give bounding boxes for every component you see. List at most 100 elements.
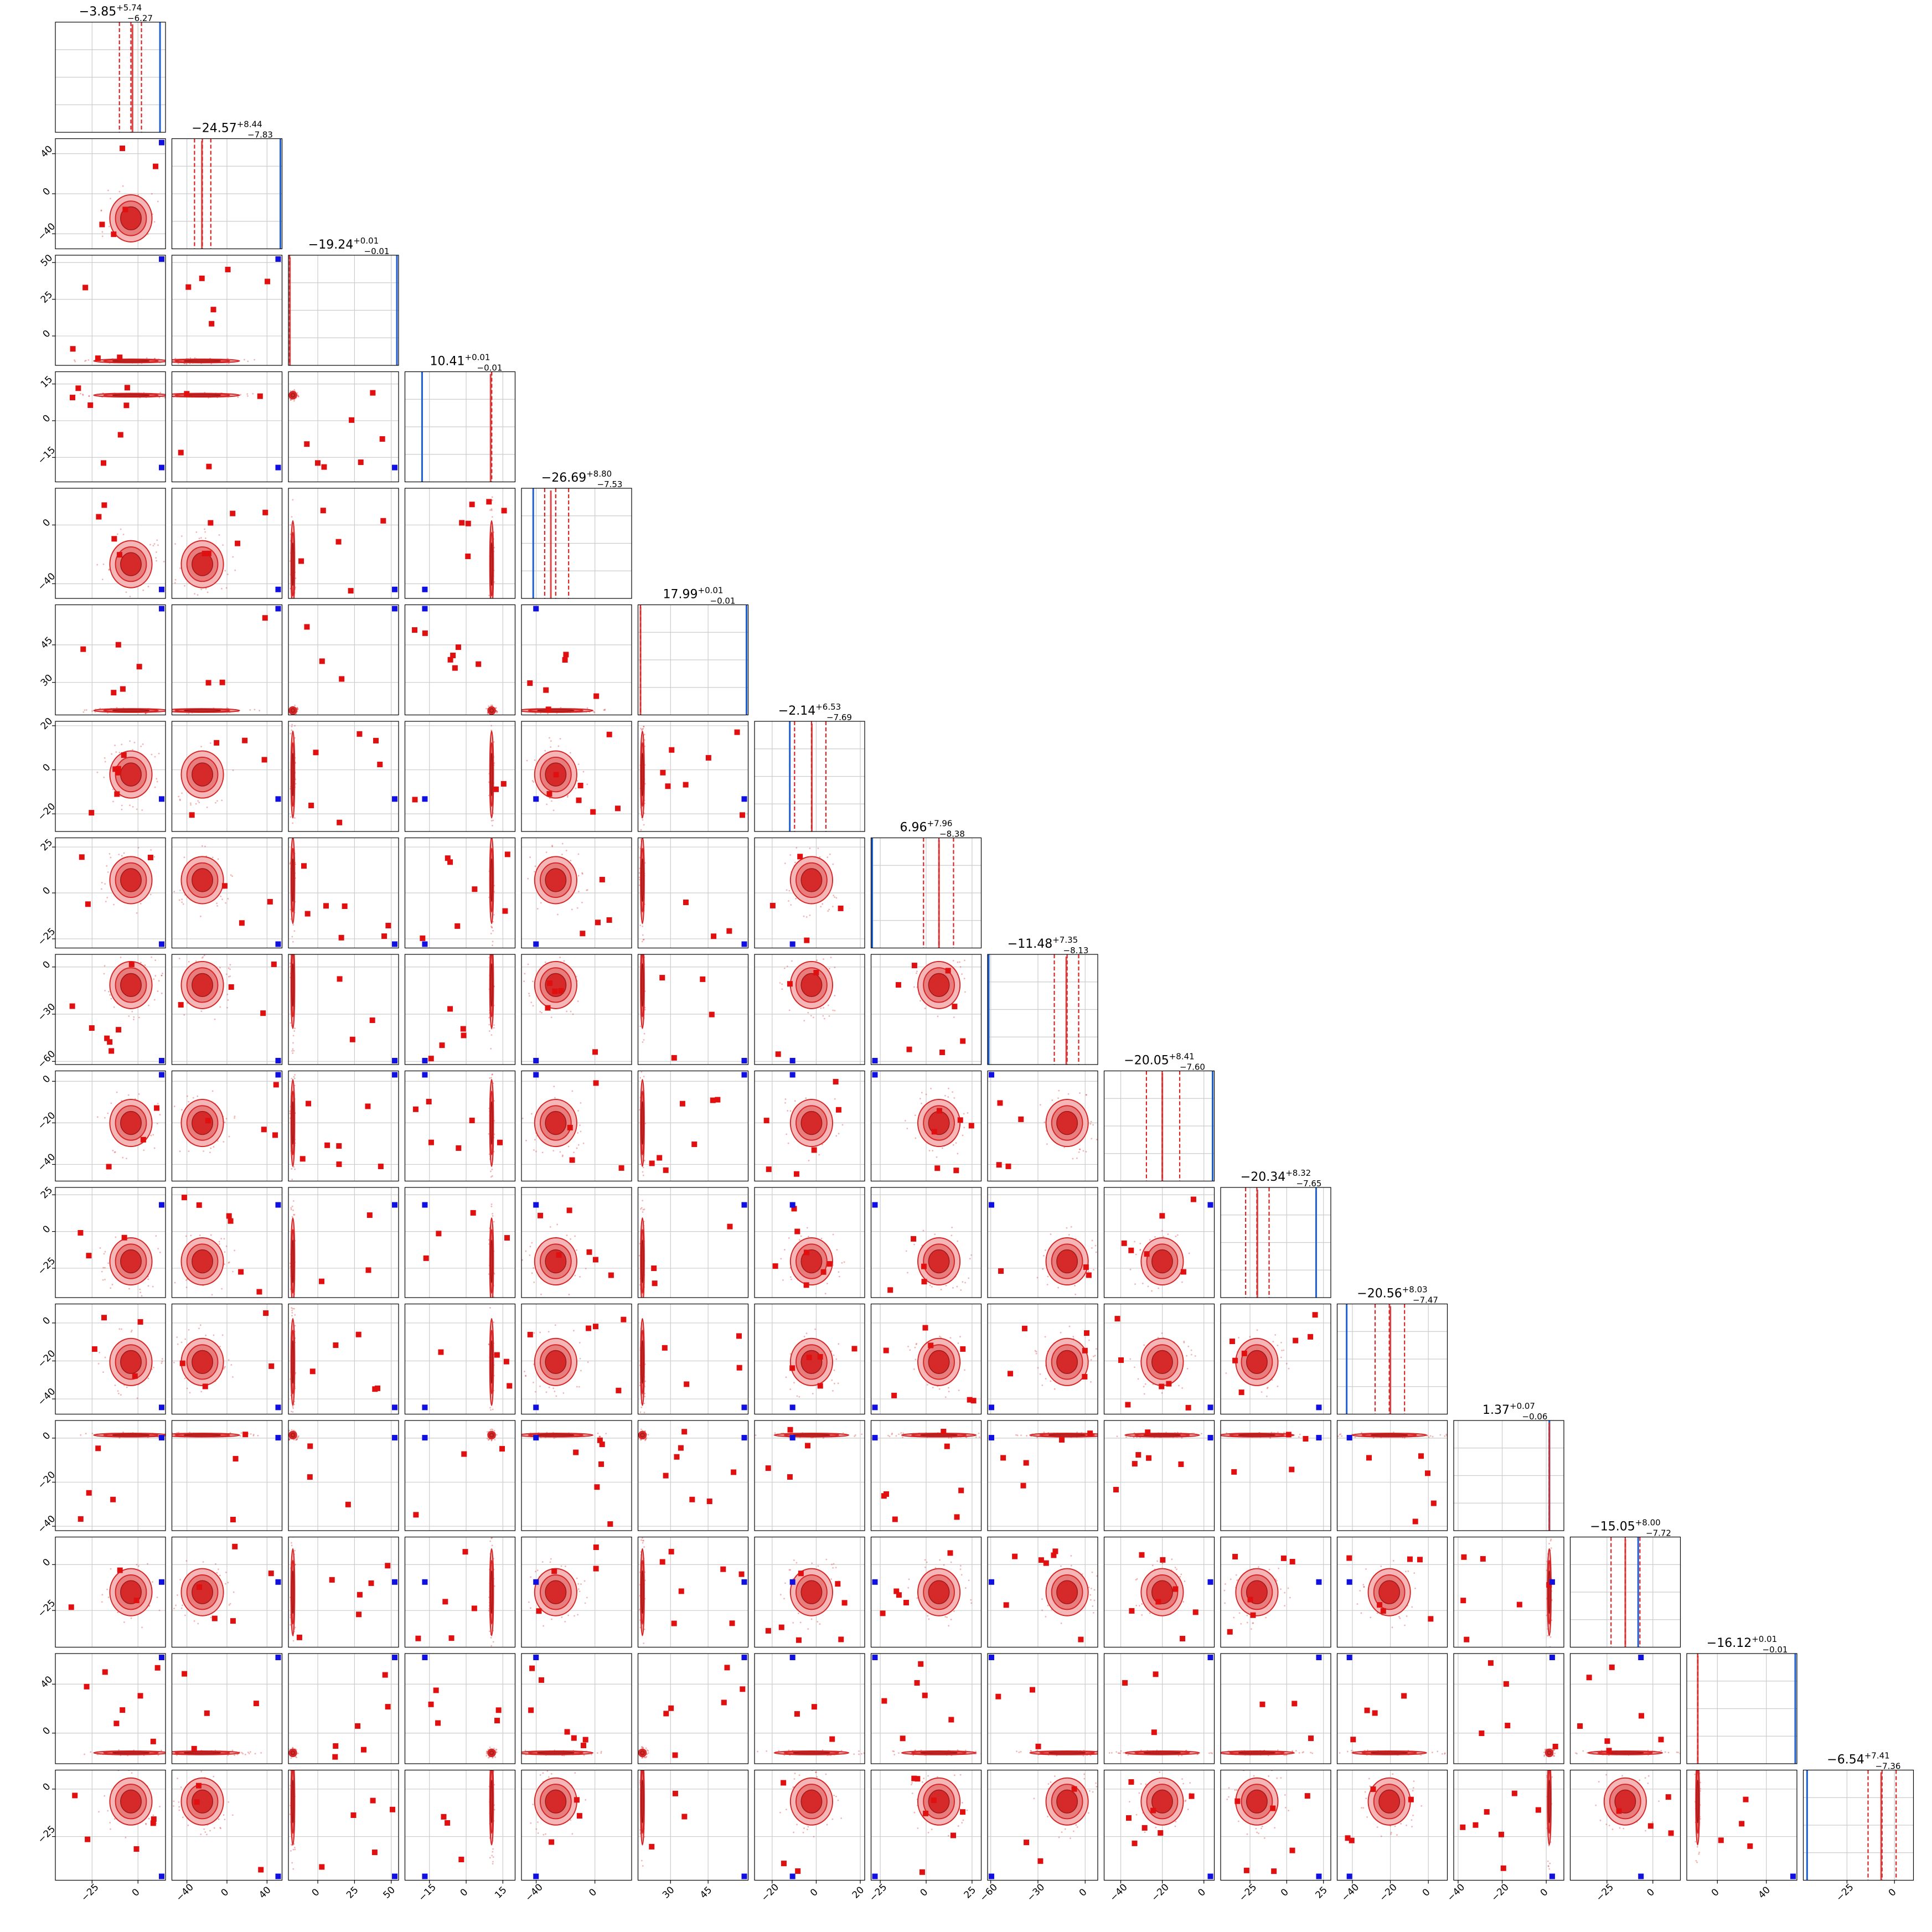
sample-point (643, 824, 645, 826)
sample-point (891, 1433, 893, 1435)
y-tick-label: 0 (41, 186, 53, 198)
sample-point (223, 1238, 225, 1240)
sample-point (1068, 1325, 1071, 1327)
axes-frame (987, 1420, 1098, 1531)
sample-point (638, 872, 640, 874)
panel-7-5 (521, 721, 632, 832)
sample-point (489, 509, 491, 511)
sample-point (551, 845, 554, 848)
sample-point (102, 563, 105, 565)
sample-point (1076, 1157, 1078, 1159)
sample-point (97, 1362, 100, 1365)
axes-frame (637, 1070, 749, 1182)
sample-point (218, 1241, 220, 1243)
outlier-sample (649, 1160, 655, 1166)
sample-point (129, 740, 131, 742)
sample-point (641, 728, 643, 730)
sample-point (544, 961, 546, 963)
sample-point (136, 1563, 138, 1566)
axes-frame (521, 1303, 632, 1415)
sample-point (223, 1367, 225, 1369)
contour-inner (928, 1249, 950, 1274)
y-tick-label: −60 (36, 1048, 58, 1071)
outlier-sample (412, 1106, 419, 1112)
sample-point (520, 711, 521, 712)
axes-background (55, 954, 166, 1065)
sample-point (173, 1362, 175, 1363)
panel-8-2 (171, 837, 283, 949)
truth-marker (989, 1072, 994, 1078)
sample-point (642, 1041, 644, 1043)
contour-inner (1151, 1350, 1173, 1375)
outlier-sample (608, 1272, 614, 1278)
sample-point (213, 1146, 215, 1148)
truth-marker (275, 1202, 281, 1208)
outlier-sample (891, 1392, 897, 1398)
outlier-sample (887, 1287, 893, 1293)
axes-frame (1336, 1303, 1448, 1415)
sample-point (157, 200, 159, 203)
sample-point (293, 1050, 295, 1052)
sample-point (132, 749, 134, 751)
y-tick-label: −20 (36, 1110, 58, 1132)
sample-point (293, 1067, 295, 1068)
sample-point (189, 802, 192, 804)
panel-7-3 (288, 721, 399, 832)
outlier-sample (797, 854, 803, 860)
sample-point (794, 861, 796, 864)
outlier-sample (80, 646, 86, 652)
outlier-sample (370, 390, 376, 396)
outlier-sample (260, 1010, 266, 1016)
axes-background (638, 1071, 748, 1181)
outlier-sample (566, 1207, 572, 1213)
truth-marker (159, 1435, 164, 1441)
truth-marker (533, 1435, 539, 1441)
sample-point (585, 1268, 587, 1269)
outlier-sample (104, 1035, 110, 1041)
sample-point (156, 781, 158, 783)
contour-inner (183, 1433, 221, 1437)
outlier-sample (1082, 1347, 1088, 1354)
sample-point (824, 1293, 826, 1295)
sample-point (295, 1439, 297, 1441)
outlier-sample (413, 1512, 419, 1518)
sample-point (185, 1279, 187, 1281)
title-minus: −8.13 (1063, 946, 1089, 955)
sample-point (639, 1208, 642, 1210)
sample-point (85, 1433, 87, 1434)
sample-point (223, 1141, 225, 1143)
sample-point (155, 557, 157, 559)
truth-marker (989, 1404, 994, 1411)
sample-point (548, 1386, 550, 1388)
outlier-sample (101, 1315, 107, 1321)
sample-point (101, 881, 103, 884)
sample-point (805, 916, 808, 918)
sample-point (835, 1358, 838, 1360)
title-plus: +8.32 (1285, 1168, 1311, 1178)
axes-frame (754, 1303, 865, 1415)
panel-12-10 (1103, 1303, 1215, 1415)
sample-point (541, 1151, 544, 1154)
outlier-sample (196, 1202, 202, 1208)
truth-marker (392, 1435, 397, 1441)
outlier-sample (315, 460, 321, 466)
outlier-sample (319, 658, 325, 664)
sample-point (529, 1246, 531, 1248)
sample-point (1037, 1367, 1039, 1369)
sample-point (790, 904, 792, 906)
sample-point (490, 1537, 493, 1540)
sample-point (491, 1175, 493, 1177)
outlier-sample (452, 665, 458, 671)
sample-point (216, 905, 218, 907)
sample-point (553, 1086, 555, 1087)
sample-point (117, 1392, 120, 1394)
sample-point (1444, 1435, 1446, 1437)
axes-background (755, 1420, 865, 1531)
sample-point (177, 1594, 178, 1596)
sample-point (120, 956, 122, 958)
outlier-sample (736, 1365, 742, 1371)
sample-point (605, 1433, 607, 1435)
sample-point (206, 591, 209, 593)
sample-point (550, 746, 552, 748)
contour-inner (120, 1249, 142, 1274)
